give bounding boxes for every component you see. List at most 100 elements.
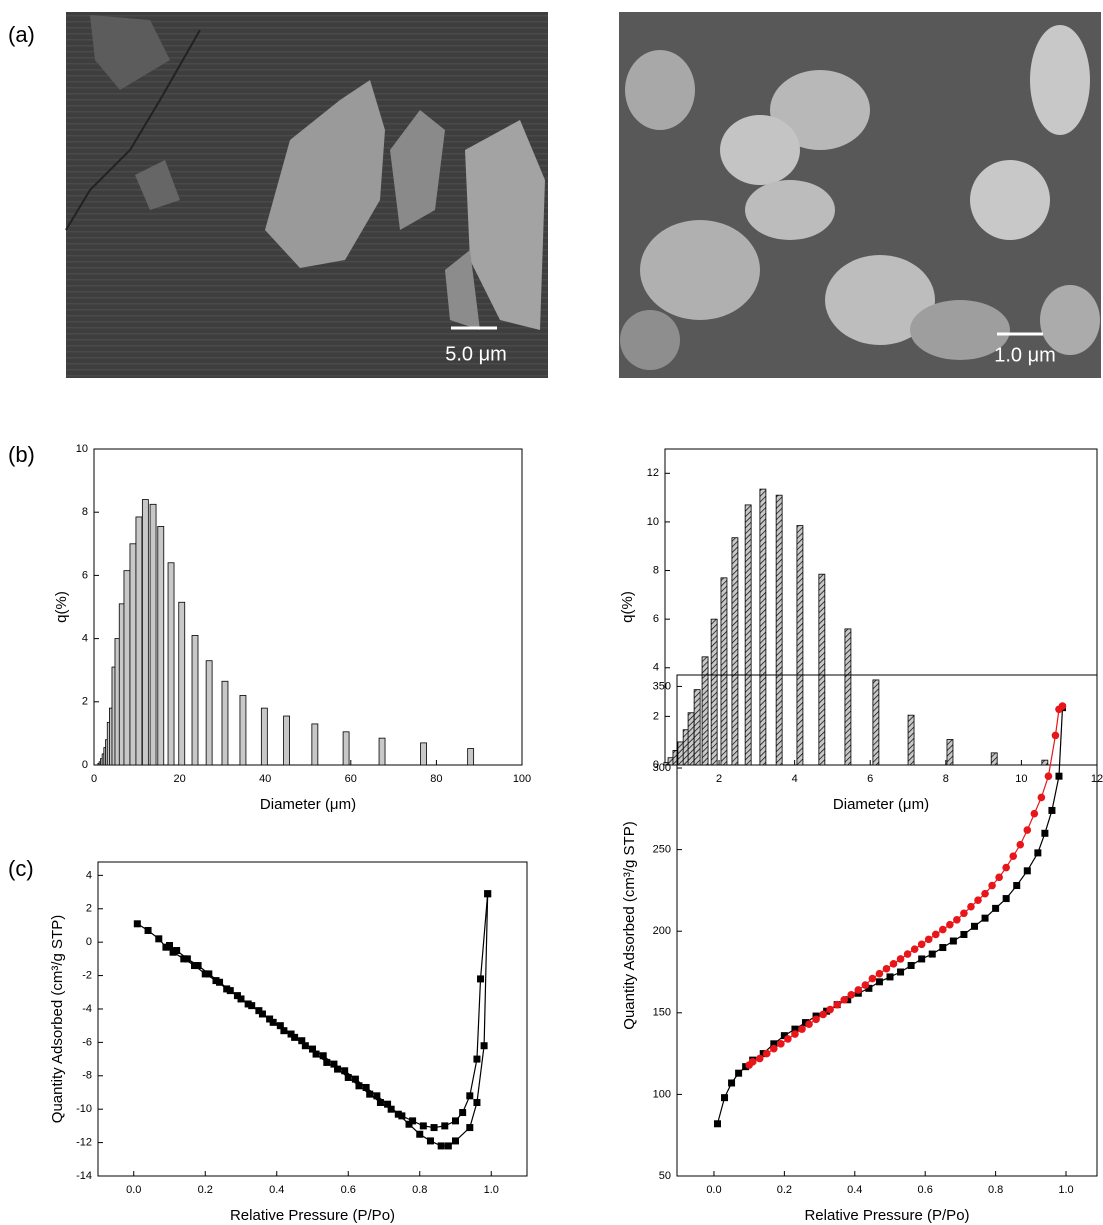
x-tick-label: 0.8 xyxy=(988,1184,1003,1196)
point xyxy=(223,985,231,993)
point xyxy=(777,1040,785,1048)
series-line xyxy=(169,893,489,1129)
point xyxy=(212,977,220,985)
point xyxy=(344,1073,352,1081)
point xyxy=(1041,829,1049,837)
bar xyxy=(701,656,709,766)
y-tick-label: 200 xyxy=(653,925,671,937)
x-tick-label: 10 xyxy=(1015,773,1027,785)
y-tick-label: -4 xyxy=(82,1003,92,1015)
point xyxy=(745,1061,753,1069)
x-tick-label: 0.6 xyxy=(918,1184,933,1196)
point xyxy=(144,926,152,934)
point xyxy=(398,1112,406,1120)
y-tick-label: 4 xyxy=(653,662,659,674)
point xyxy=(967,902,975,911)
point xyxy=(791,1030,799,1038)
bar xyxy=(178,601,186,766)
point xyxy=(312,1050,320,1058)
point xyxy=(875,969,884,978)
point xyxy=(366,1090,374,1098)
y-tick-label: 10 xyxy=(647,516,659,528)
y-tick-label: 150 xyxy=(653,1007,671,1019)
bar xyxy=(378,737,386,766)
point xyxy=(298,1037,306,1045)
point xyxy=(770,1044,778,1053)
point xyxy=(755,1054,764,1063)
point xyxy=(384,1100,392,1108)
point xyxy=(387,1105,395,1113)
x-axis-label: Diameter (μm) xyxy=(260,796,356,813)
point xyxy=(981,914,989,922)
point xyxy=(897,968,905,976)
point xyxy=(819,1010,827,1019)
x-tick-label: 0.6 xyxy=(341,1184,356,1196)
point xyxy=(981,889,989,898)
point xyxy=(276,1022,284,1030)
point xyxy=(928,950,936,958)
point xyxy=(798,1025,806,1033)
point xyxy=(351,1075,359,1083)
point xyxy=(373,1092,381,1100)
point xyxy=(155,935,163,943)
point xyxy=(301,1042,309,1050)
x-tick-label: 0.2 xyxy=(777,1184,792,1196)
point xyxy=(791,1025,799,1033)
y-axis-label: Quantity Adsorbed (cm³/g STP) xyxy=(49,915,66,1123)
point xyxy=(162,943,170,951)
point xyxy=(441,1122,449,1130)
point xyxy=(995,873,1003,882)
point xyxy=(477,975,485,983)
point xyxy=(205,970,213,978)
point xyxy=(713,1120,721,1128)
point xyxy=(376,1099,384,1107)
point xyxy=(473,1055,481,1063)
point xyxy=(323,1058,331,1066)
x-tick-label: 1.0 xyxy=(1058,1184,1073,1196)
x-tick-label: 0.0 xyxy=(706,1184,721,1196)
bar xyxy=(283,715,291,766)
bar xyxy=(123,570,131,766)
point xyxy=(459,1109,467,1117)
x-axis-label: Relative Pressure (P/Po) xyxy=(804,1207,969,1224)
point xyxy=(742,1063,750,1071)
point xyxy=(988,881,996,890)
bar xyxy=(946,739,954,766)
point xyxy=(728,1079,736,1087)
point xyxy=(931,930,940,939)
y-tick-label: -2 xyxy=(82,969,92,981)
point xyxy=(875,978,883,986)
point xyxy=(1034,849,1042,857)
bar xyxy=(1041,759,1049,766)
point xyxy=(362,1083,370,1091)
y-tick-label: 2 xyxy=(653,710,659,722)
point xyxy=(889,960,898,968)
point xyxy=(924,935,933,944)
x-tick-label: 0 xyxy=(91,773,97,785)
point xyxy=(1013,882,1021,890)
x-tick-label: 0.2 xyxy=(198,1184,213,1196)
bar xyxy=(141,499,149,766)
point xyxy=(868,974,877,983)
point xyxy=(180,955,188,963)
point xyxy=(258,1010,266,1018)
point xyxy=(426,1137,434,1145)
sem-image: 1.0 μm xyxy=(619,12,1101,378)
point xyxy=(903,950,912,958)
bar xyxy=(221,680,229,766)
x-tick-label: 20 xyxy=(173,773,185,785)
point xyxy=(452,1137,459,1145)
y-tick-label: 2 xyxy=(86,903,92,915)
y-tick-label: -10 xyxy=(76,1103,92,1115)
y-tick-label: 4 xyxy=(86,869,92,881)
point xyxy=(939,925,947,934)
point xyxy=(1055,705,1063,714)
series-line xyxy=(716,707,1064,1124)
bar xyxy=(311,723,319,766)
x-tick-label: 6 xyxy=(867,773,873,785)
y-tick-label: 0 xyxy=(86,936,92,948)
y-tick-label: 6 xyxy=(82,569,88,581)
x-tick-label: 2 xyxy=(716,773,722,785)
point xyxy=(840,995,849,1004)
point xyxy=(1048,806,1056,814)
